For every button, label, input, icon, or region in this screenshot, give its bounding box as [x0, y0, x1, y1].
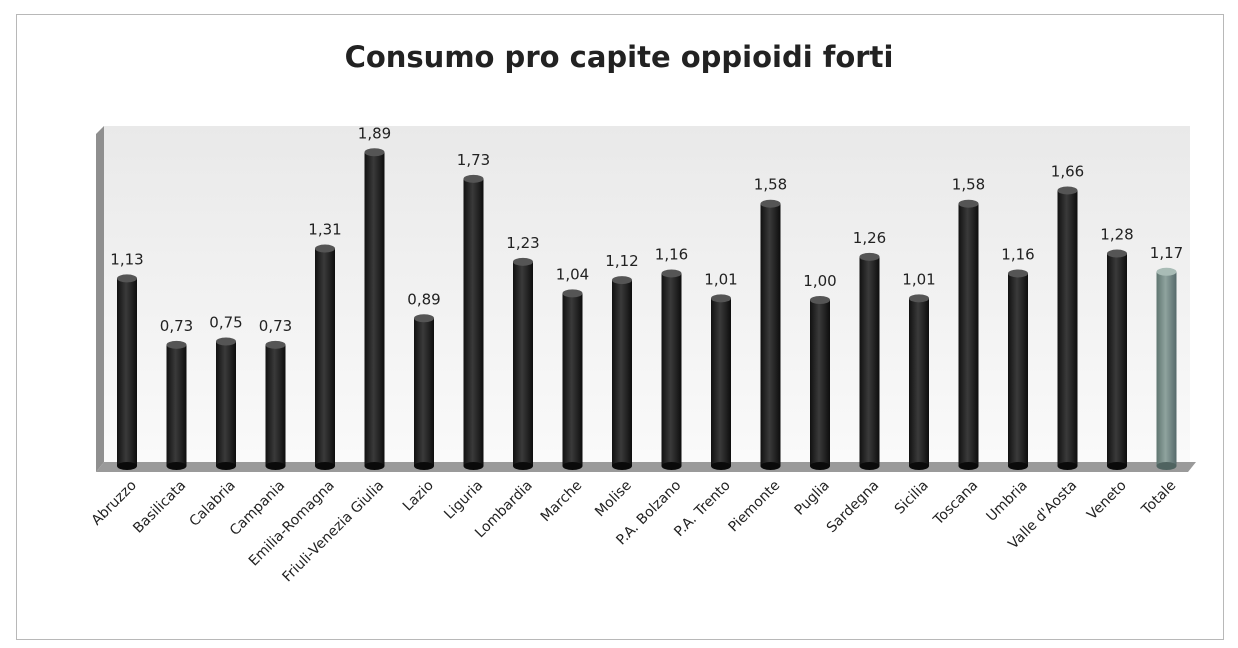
value-label-16: 1,01: [902, 270, 935, 288]
bar-12: [711, 294, 731, 470]
bar-7: [463, 174, 484, 470]
bar-2: [216, 337, 236, 470]
value-label-18: 1,16: [1001, 245, 1034, 263]
bar-15: [859, 252, 880, 470]
bar-5: [364, 148, 385, 470]
value-label-9: 1,04: [556, 265, 589, 283]
bar-18: [1008, 269, 1028, 470]
value-label-14: 1,00: [803, 272, 836, 290]
category-label-6: Lazio: [400, 478, 437, 515]
value-label-8: 1,23: [506, 234, 539, 252]
bar-1: [166, 340, 187, 470]
bar-4: [315, 244, 335, 470]
value-label-20: 1,28: [1100, 226, 1133, 244]
category-label-0: Abruzzo: [89, 478, 140, 529]
category-label-21: Totale: [1138, 478, 1179, 519]
category-label-1: Basilicata: [130, 478, 189, 537]
chart-floor: [96, 462, 1196, 472]
value-label-6: 0,89: [407, 290, 440, 308]
value-label-19: 1,66: [1051, 162, 1084, 180]
bar-6: [414, 314, 434, 470]
value-label-4: 1,31: [308, 221, 341, 239]
category-label-4: Emilia-Romagna: [246, 478, 338, 570]
bar-0: [117, 274, 137, 470]
value-label-11: 1,16: [655, 245, 688, 263]
category-label-10: Molise: [592, 478, 635, 521]
value-label-0: 1,13: [110, 250, 143, 268]
value-label-12: 1,01: [704, 270, 737, 288]
bar-9: [562, 289, 583, 470]
category-label-5: Friuli-Venezia Giulia: [280, 478, 388, 586]
category-label-2: Calabria: [187, 478, 239, 530]
category-label-13: Piemonte: [725, 478, 783, 536]
category-label-20: Veneto: [1084, 478, 1130, 524]
bar-20: [1107, 249, 1127, 470]
bar-17: [958, 199, 979, 470]
value-label-7: 1,73: [457, 151, 490, 169]
value-label-10: 1,12: [605, 252, 638, 270]
value-label-17: 1,58: [952, 176, 985, 194]
value-label-13: 1,58: [754, 176, 787, 194]
bar-8: [513, 257, 533, 470]
side-wall: [96, 126, 104, 472]
category-label-15: Sardegna: [824, 478, 883, 537]
value-label-21: 1,17: [1150, 244, 1183, 262]
value-label-2: 0,75: [209, 314, 242, 332]
value-label-5: 1,89: [358, 124, 391, 142]
category-label-17: Toscana: [930, 478, 981, 529]
bar-21: [1156, 267, 1177, 470]
bar-11: [661, 269, 682, 470]
category-label-9: Marche: [538, 478, 586, 526]
bar-10: [612, 276, 632, 470]
value-label-3: 0,73: [259, 317, 292, 335]
category-label-7: Liguria: [441, 478, 486, 523]
value-label-15: 1,26: [853, 229, 886, 247]
bar-3: [265, 340, 286, 470]
chart-title: Consumo pro capite oppioidi forti: [344, 40, 894, 74]
category-label-14: Puglia: [792, 478, 833, 519]
bar-14: [810, 296, 830, 470]
category-label-16: Sicilia: [892, 478, 932, 518]
bar-13: [760, 199, 781, 470]
bar-19: [1057, 186, 1078, 470]
value-label-1: 0,73: [160, 317, 193, 335]
category-label-18: Umbria: [983, 478, 1030, 525]
bar-16: [909, 294, 929, 470]
